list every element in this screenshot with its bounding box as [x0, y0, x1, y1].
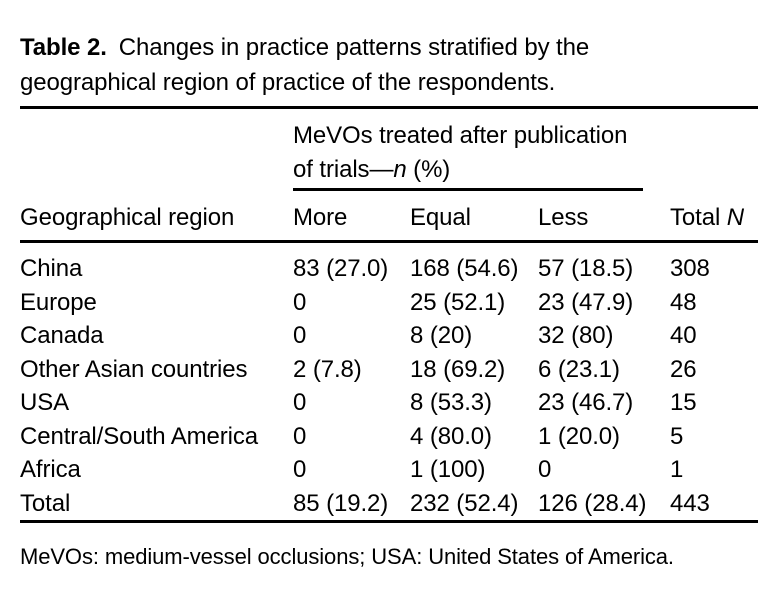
cell-more: 0: [293, 322, 307, 349]
cell-region: Africa: [20, 456, 81, 483]
cell-less: 57 (18.5): [538, 255, 634, 282]
cell-less: 23 (46.7): [538, 389, 634, 416]
cell-less: 32 (80): [538, 322, 614, 349]
table-footnote: MeVOs: medium-vessel occlusions; USA: Un…: [20, 544, 674, 569]
cell-equal: 25 (52.1): [410, 288, 506, 316]
column-header-total-text: Total: [670, 204, 727, 231]
cell-equal: 1 (100): [410, 456, 486, 483]
spacer-cell: [670, 108, 758, 192]
cell-total: 1: [670, 456, 684, 483]
cell-more: 85 (19.2): [293, 489, 389, 517]
cell-more: 0: [293, 389, 307, 416]
cell-region: Europe: [20, 288, 97, 316]
cell-region: Other Asian countries: [20, 355, 248, 383]
cell-region: Canada: [20, 322, 104, 349]
table-row: Africa 0 1 (100) 0 1: [20, 453, 758, 487]
span-header-italic-n: n: [393, 156, 407, 183]
cell-less: 0: [538, 456, 552, 483]
cell-more: 2 (7.8): [293, 355, 362, 383]
cell-more: 0: [293, 422, 307, 450]
cell-less: 1 (20.0): [538, 422, 620, 450]
span-header-post: (%): [406, 156, 451, 183]
cell-equal: 232 (52.4): [410, 489, 519, 517]
span-header-cell: MeVOs treated after publication of trial…: [293, 108, 670, 191]
cell-equal: 168 (54.6): [410, 255, 519, 282]
cell-region: China: [20, 255, 83, 282]
cell-less: 126 (28.4): [538, 489, 647, 517]
span-header-text: MeVOs treated after publication of trial…: [293, 119, 643, 191]
cell-total: 26: [670, 355, 697, 383]
table-row: Central/South America 0 4 (80.0) 1 (20.0…: [20, 420, 758, 454]
cell-more: 83 (27.0): [293, 255, 389, 282]
cell-total: 443: [670, 489, 710, 517]
cell-more: 0: [293, 456, 307, 483]
cell-region: USA: [20, 389, 70, 416]
cell-total: 40: [670, 322, 697, 349]
column-header-total: Total N: [670, 191, 759, 243]
cell-equal: 18 (69.2): [410, 355, 506, 383]
table-caption-label: Table 2.: [20, 34, 107, 61]
table-row: Europe 0 25 (52.1) 23 (47.9) 48: [20, 286, 758, 320]
cell-total: 48: [670, 288, 697, 316]
column-header-more: More: [293, 191, 410, 243]
cell-region: Central/South America: [20, 422, 259, 450]
table-row: USA 0 8 (53.3) 23 (46.7) 15: [20, 386, 758, 420]
cell-equal: 8 (53.3): [410, 389, 492, 416]
table-row-total: Total 85 (19.2) 232 (52.4) 126 (28.4) 44…: [20, 487, 758, 522]
data-table: MeVOs treated after publication of trial…: [20, 106, 759, 523]
table-row: Canada 0 8 (20) 32 (80) 40: [20, 319, 758, 353]
span-header-row: MeVOs treated after publication of trial…: [20, 108, 758, 192]
table-row: Other Asian countries 2 (7.8) 18 (69.2) …: [20, 353, 758, 387]
column-header-region: Geographical region: [20, 191, 293, 243]
table-caption: Table 2. Changes in practice patterns str…: [20, 30, 650, 100]
paper-table-figure: Table 2. Changes in practice patterns str…: [20, 30, 759, 569]
cell-less: 23 (47.9): [538, 288, 634, 316]
span-header-pre: MeVOs treated after publication of trial…: [293, 122, 628, 183]
table-caption-text: Changes in practice patterns stratified …: [20, 34, 590, 96]
cell-total: 5: [670, 422, 684, 450]
column-header-less: Less: [538, 191, 671, 243]
cell-less: 6 (23.1): [538, 355, 620, 383]
cell-total: 308: [670, 255, 710, 282]
column-header-row: Geographical region More Equal Less Tota…: [20, 191, 759, 243]
table-row: China 83 (27.0) 168 (54.6) 57 (18.5) 308: [20, 242, 758, 286]
spacer-cell: [20, 108, 293, 192]
cell-total: 15: [670, 389, 697, 416]
cell-region: Total: [20, 489, 71, 517]
cell-equal: 4 (80.0): [410, 422, 492, 450]
column-header-equal: Equal: [410, 191, 538, 243]
column-header-total-italic-N: N: [726, 204, 745, 231]
cell-equal: 8 (20): [410, 322, 473, 349]
cell-more: 0: [293, 288, 307, 316]
